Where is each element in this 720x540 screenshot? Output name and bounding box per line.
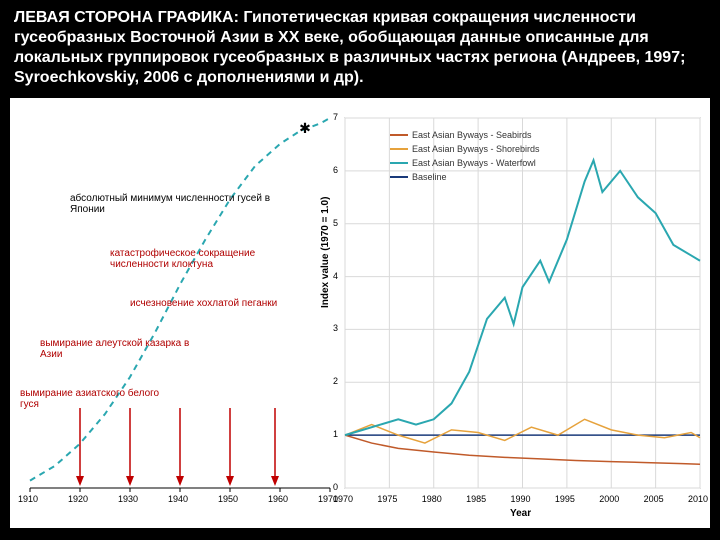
legend-item: East Asian Byways - Shorebirds bbox=[390, 142, 540, 156]
ytick: 2 bbox=[333, 376, 338, 386]
legend-swatch bbox=[390, 134, 408, 136]
annotation: исчезновение хохлатой пеганки bbox=[130, 298, 280, 309]
xtick-left: 1920 bbox=[68, 494, 88, 504]
legend-label: Baseline bbox=[412, 172, 447, 182]
ytick: 7 bbox=[333, 112, 338, 122]
ytick: 3 bbox=[333, 323, 338, 333]
ytick: 0 bbox=[333, 482, 338, 492]
ytick: 4 bbox=[333, 271, 338, 281]
legend-label: East Asian Byways - Seabirds bbox=[412, 130, 532, 140]
xtick-right: 2005 bbox=[644, 494, 664, 504]
xtick-left: 1950 bbox=[218, 494, 238, 504]
chart-svg: ✱ bbox=[10, 98, 710, 528]
y-axis-label: Index value (1970 = 1.0) bbox=[320, 197, 331, 308]
legend-label: East Asian Byways - Waterfowl bbox=[412, 158, 536, 168]
legend-swatch bbox=[390, 162, 408, 164]
xtick-right: 2000 bbox=[599, 494, 619, 504]
legend-swatch bbox=[390, 176, 408, 178]
svg-text:✱: ✱ bbox=[299, 120, 311, 136]
annotation: катастрофическое сокращение численности … bbox=[110, 248, 290, 270]
xtick-right: 1995 bbox=[555, 494, 575, 504]
legend-swatch bbox=[390, 148, 408, 150]
ytick: 1 bbox=[333, 429, 338, 439]
xtick-right: 2010 bbox=[688, 494, 708, 504]
xtick-left: 1910 bbox=[18, 494, 38, 504]
x-axis-label: Year bbox=[510, 508, 531, 519]
xtick-left: 1930 bbox=[118, 494, 138, 504]
chart-area: ✱ Index value (1970 = 1.0) Year East Asi… bbox=[10, 98, 710, 528]
xtick-right: 1970 bbox=[333, 494, 353, 504]
ytick: 6 bbox=[333, 165, 338, 175]
legend: East Asian Byways - Seabirds East Asian B… bbox=[390, 128, 540, 184]
legend-label: East Asian Byways - Shorebirds bbox=[412, 144, 540, 154]
legend-item: Baseline bbox=[390, 170, 540, 184]
legend-item: East Asian Byways - Waterfowl bbox=[390, 156, 540, 170]
xtick-left: 1940 bbox=[168, 494, 188, 504]
ytick: 5 bbox=[333, 218, 338, 228]
legend-item: East Asian Byways - Seabirds bbox=[390, 128, 540, 142]
slide-title: ЛЕВАЯ СТОРОНА ГРАФИКА: Гипотетическая кр… bbox=[0, 0, 720, 98]
annotation: абсолютный минимум численности гусей в Я… bbox=[70, 193, 290, 215]
xtick-right: 1990 bbox=[511, 494, 531, 504]
xtick-left: 1960 bbox=[268, 494, 288, 504]
xtick-right: 1985 bbox=[466, 494, 486, 504]
annotation: вымирание алеутской казарка в Азии bbox=[40, 338, 200, 360]
xtick-right: 1975 bbox=[377, 494, 397, 504]
annotation: вымирание азиатского белого гуся bbox=[20, 388, 170, 410]
xtick-right: 1980 bbox=[422, 494, 442, 504]
